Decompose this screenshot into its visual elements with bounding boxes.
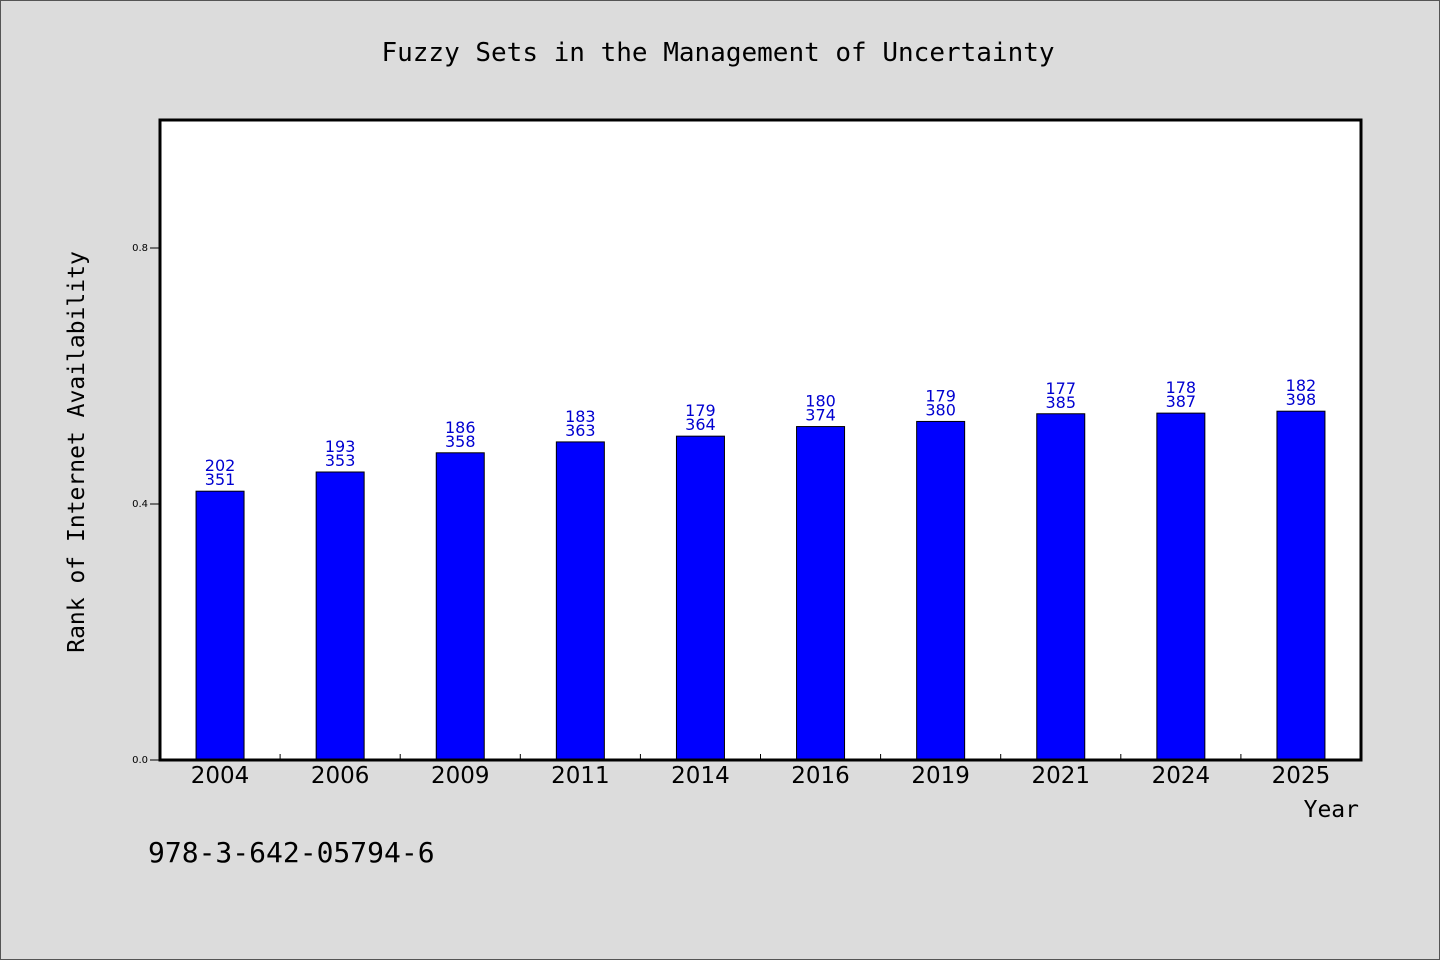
bar-2025 <box>1276 410 1326 761</box>
x-tick-label-2009: 2009 <box>431 763 490 789</box>
plot-border <box>158 118 1363 762</box>
x-tick-label-2014: 2014 <box>671 763 730 789</box>
bar-2024 <box>1156 412 1206 761</box>
x-tick-label-2024: 2024 <box>1152 763 1211 789</box>
bar-2004 <box>195 490 245 761</box>
bar-2009 <box>435 452 485 761</box>
bar-2014 <box>675 435 725 761</box>
chart-title: Fuzzy Sets in the Management of Uncertai… <box>381 38 1054 68</box>
y-axis-label: Rank of Internet Availability <box>64 251 90 653</box>
bar-2011 <box>555 441 605 761</box>
bar-label-top-2019: 179 <box>925 386 956 405</box>
bar-2019 <box>916 420 966 761</box>
bar-label-top-2011: 183 <box>565 407 596 426</box>
bar-2006 <box>315 471 365 761</box>
bar-label-bottom-2025: 398 <box>1286 390 1317 409</box>
x-tick-label-2011: 2011 <box>551 763 610 789</box>
x-axis-label: Year <box>1304 797 1359 823</box>
x-tick-label-2004: 2004 <box>191 763 250 789</box>
x-tick-label-2006: 2006 <box>311 763 370 789</box>
bar-label-bottom-2011: 363 <box>565 421 596 440</box>
bar-label-top-2025: 182 <box>1286 376 1317 395</box>
bar-label-top-2021: 177 <box>1045 379 1076 398</box>
bar-label-bottom-2004: 351 <box>205 470 236 489</box>
y-tick-label: 0.4 <box>132 499 148 510</box>
bar-label-top-2024: 178 <box>1166 378 1197 397</box>
y-ticks-group: 0.0 0.4 0.8 <box>132 243 160 766</box>
bar-2021 <box>1036 413 1086 761</box>
bar-label-top-2004: 202 <box>205 456 236 475</box>
isbn-text: 978-3-642-05794-6 <box>148 836 435 869</box>
bar-label-bottom-2021: 385 <box>1045 393 1076 412</box>
x-tick-label-2019: 2019 <box>911 763 970 789</box>
bar-label-top-2016: 180 <box>805 392 836 411</box>
bar-label-top-2006: 193 <box>325 437 356 456</box>
bar-2016 <box>796 426 846 761</box>
x-tick-label-2025: 2025 <box>1272 763 1331 789</box>
bar-label-bottom-2019: 380 <box>925 400 956 419</box>
bars-group: 2023511933531863581833631793641803741793… <box>195 376 1326 761</box>
y-tick-label: 0.0 <box>132 755 148 766</box>
bar-label-top-2014: 179 <box>685 401 716 420</box>
bar-label-bottom-2009: 358 <box>445 432 476 451</box>
bar-label-bottom-2024: 387 <box>1166 392 1197 411</box>
bar-label-bottom-2006: 353 <box>325 451 356 470</box>
bar-label-bottom-2016: 374 <box>805 406 836 425</box>
x-tick-label-2016: 2016 <box>791 763 850 789</box>
x-ticks-group: 2004 2006 2009 2011 2014 2016 2019 2021 2024 2025 <box>191 754 1330 789</box>
y-tick-label: 0.8 <box>132 243 148 254</box>
x-tick-label-2021: 2021 <box>1031 763 1090 789</box>
bar-label-bottom-2014: 364 <box>685 415 716 434</box>
bar-label-top-2009: 186 <box>445 418 476 437</box>
